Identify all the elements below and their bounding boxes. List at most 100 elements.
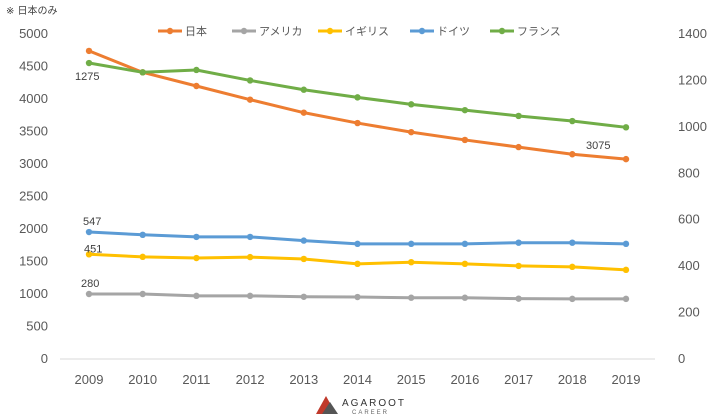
data-labels: 3075 1275 547 451 280 [75,71,610,290]
y-left-tick-label: 2500 [19,189,48,204]
x-tick-label: 2009 [75,372,104,387]
series-point [515,112,522,120]
x-tick-label: 2018 [558,372,587,387]
series-point [85,59,93,67]
series-point [354,119,361,127]
y-right-tick-label: 1000 [678,119,707,134]
series-point [246,77,254,84]
y-right-tick-label: 400 [678,258,700,273]
logo-sub: CAREER [352,410,389,416]
legend-swatch-point [498,27,506,35]
series-point [569,151,576,158]
series-point [408,258,415,266]
series-point [461,260,469,268]
legend-label: アメリカ [259,25,302,38]
y-left-tick-label: 5000 [19,26,48,41]
y-right-tick-label: 800 [678,165,700,180]
legend-item: アメリカ [232,25,302,38]
series-point [300,293,307,300]
legend-label: 日本 [185,24,207,38]
legend-label: イギリス [345,25,389,38]
x-tick-label: 2019 [612,372,641,387]
series-point [246,233,254,241]
legend-item: 日本 [158,24,207,38]
series-point [139,253,146,261]
y-left-tick-label: 3000 [19,156,48,171]
x-tick-label: 2011 [182,372,210,387]
series-point [569,295,576,303]
series-point [85,47,93,55]
series-point [515,295,522,302]
data-label: 3075 [586,140,610,152]
series-point [354,240,361,248]
y-right-tick-label: 0 [678,351,685,366]
series-point [246,292,254,300]
series-line [87,49,628,161]
legend-item: ドイツ [410,25,470,38]
series-group [85,251,630,274]
y-left-tick-label: 500 [26,319,48,334]
series-point [193,233,200,241]
series-point [300,255,307,263]
legend-swatch-point [166,27,174,35]
series-point [622,295,630,303]
series-group [85,59,630,131]
y-left-tick-label: 1000 [19,286,48,301]
series-point [85,228,93,236]
series-point [515,143,522,151]
series-point [246,253,254,261]
series-point [461,240,469,248]
x-tick-label: 2014 [343,372,372,387]
series-group [85,47,630,163]
series-point [300,237,307,244]
series-point [193,254,200,262]
series-point [515,262,522,270]
series-point [193,82,200,90]
y-right-tick-label: 600 [678,212,700,227]
series-point [139,290,146,298]
y-right-tick-label: 1200 [678,72,707,87]
series-point [139,69,146,76]
series-point [354,260,361,268]
series-point [408,294,415,301]
x-tick-label: 2010 [128,372,157,387]
y-left-tick-label: 4000 [19,91,48,106]
series-point [622,240,630,248]
series-point [85,251,93,258]
series-point [461,136,469,144]
series-point [354,94,361,101]
series-layer [85,47,630,303]
series-point [622,266,630,274]
series-point [569,239,576,246]
y-right-tick-label: 200 [678,305,700,320]
logo-mark-shadow-icon [322,402,338,414]
series-point [622,124,630,131]
left-axis: 0 500 1000 1500 2000 2500 3000 3500 4000 4500 5000 [19,26,48,366]
x-tick-label: 2017 [504,372,533,387]
series-point [354,293,361,301]
right-axis: 0 200 400 600 800 1000 1200 1400 [678,26,707,366]
y-right-tick-label: 1400 [678,26,707,41]
series-point [193,292,200,300]
chart-note: ※ 日本のみ [6,4,58,17]
data-label: 280 [81,278,99,290]
series-point [300,86,307,93]
x-tick-label: 2015 [397,372,426,387]
series-point [461,294,469,301]
legend-swatch-point [326,27,334,35]
series-group [85,290,630,303]
legend-item: フランス [490,25,561,38]
series-point [408,128,415,136]
series-point [300,109,307,116]
legend-label: ドイツ [437,25,470,38]
series-point [193,66,200,74]
y-left-tick-label: 1500 [19,254,48,269]
series-group [85,228,630,248]
series-point [569,117,576,125]
series-point [139,231,146,239]
series-point [461,106,469,114]
legend-label: フランス [517,25,561,38]
y-left-tick-label: 2000 [19,221,48,236]
